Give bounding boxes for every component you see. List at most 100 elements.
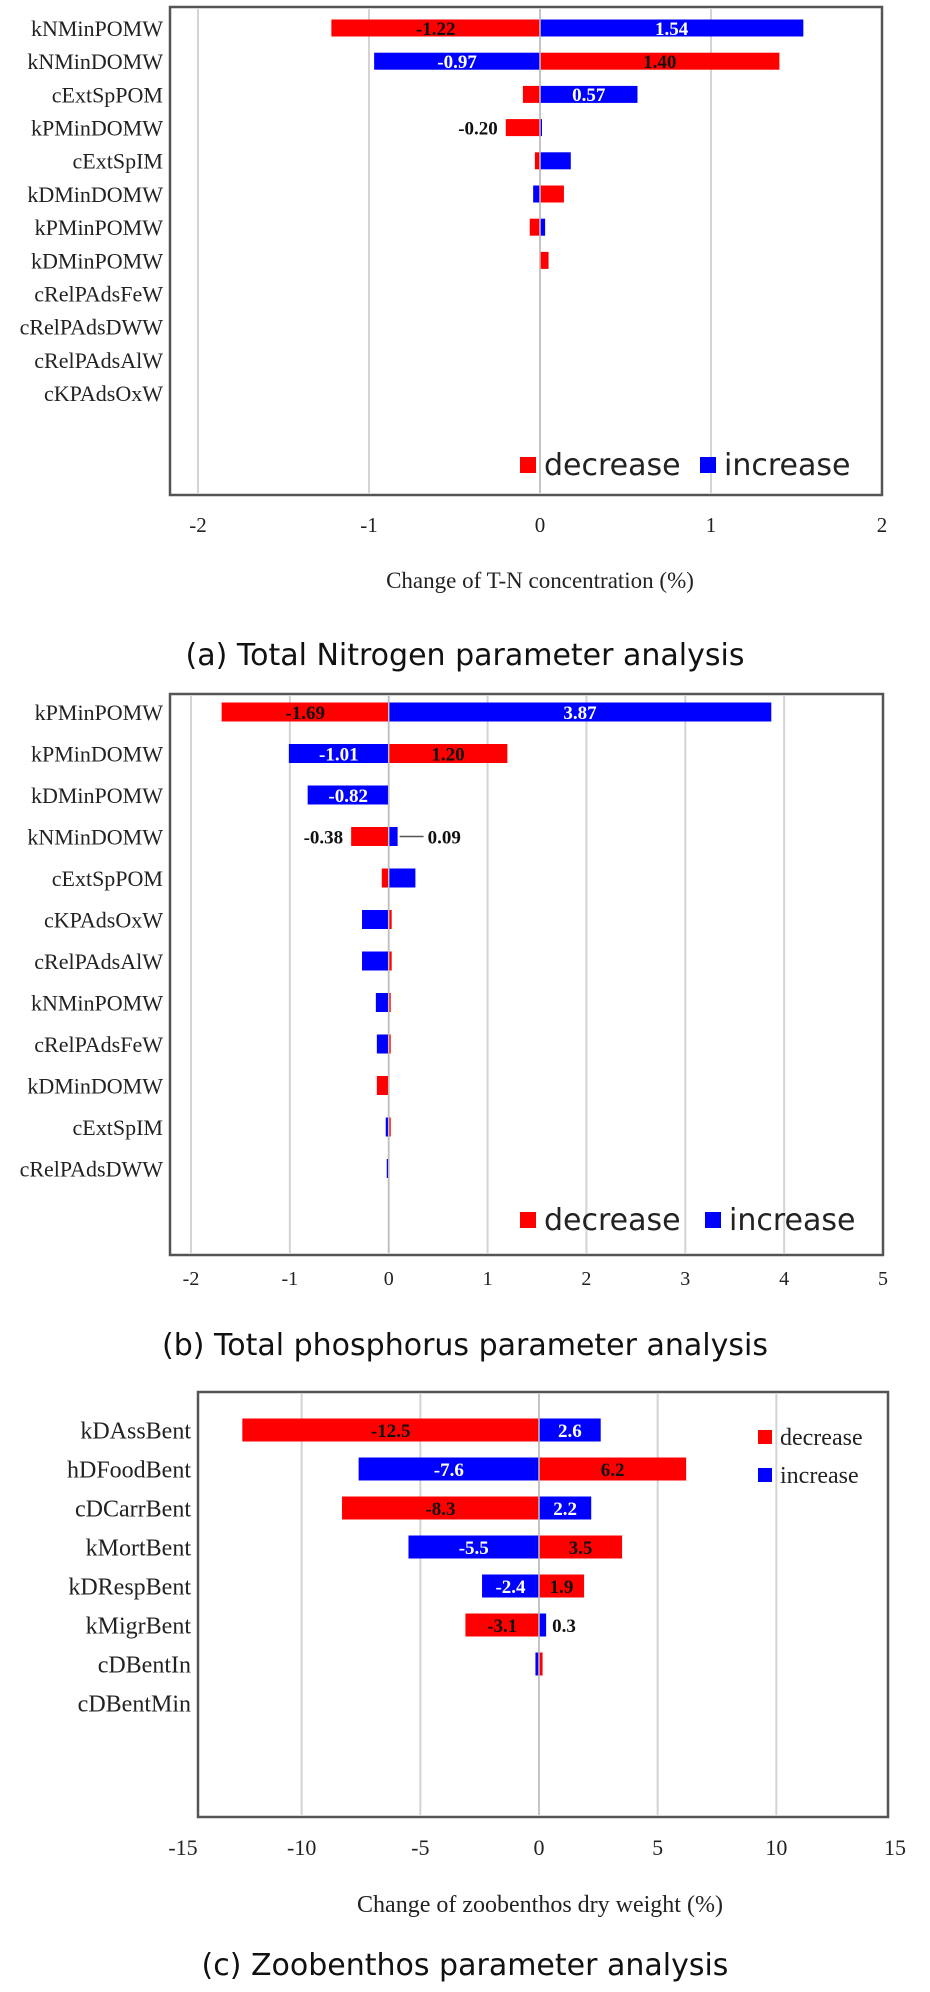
category-label-cdcarrbent: cDCarrBent [75,1497,191,1523]
bar-increase-cextspim [540,152,571,170]
category-label-cextspim: cExtSpIM [73,149,163,174]
x-tick-label: -1 [360,513,378,537]
category-label-crelpadsdww: cRelPAdsDWW [20,1156,164,1181]
data-label: 1.9 [550,1577,574,1598]
x-tick-label: 0 [384,1268,394,1290]
data-label: 3.5 [569,1538,593,1559]
data-label: 6.2 [601,1460,625,1481]
legend-label-increase: increase [780,1463,859,1489]
x-tick-label: -5 [411,1835,429,1860]
category-label-kdminpomw: kDMinPOMW [31,248,163,273]
plot-frame [168,692,885,1257]
data-label: -0.97 [437,52,477,73]
x-tick-label: 0 [535,513,546,537]
data-label: -3.1 [487,1616,517,1637]
x-tick-label: 2 [877,513,888,537]
category-label-kdminpomw: kDMinPOMW [31,783,163,808]
category-label-hdfoodbent: hDFoodBent [67,1458,191,1484]
x-axis-label: Change of T-N concentration (%) [386,568,694,593]
category-label-cdbentin: cDBentIn [98,1653,191,1679]
legend-label-decrease: decrease [544,1203,681,1238]
caption-a: (a) Total Nitrogen parameter analysis [185,638,745,673]
bar-decrease-kmigrbent [465,1613,539,1637]
data-label: 1.20 [431,744,464,765]
category-label-kpmindomw: kPMinDOMW [31,741,163,766]
bar-increase-kdmindomw [533,185,540,203]
bar-decrease-cdcarrbent [342,1496,539,1520]
chart-total-nitrogen: -2 -1 0 1 2 kNMinPOMW kNMinDOMW cExtSpPOM kPMinD… [20,5,888,593]
category-label-cextspim: cExtSpIM [73,1115,163,1140]
bar-decrease-cextspim [388,1117,391,1137]
bar-increase-crelpadsdww [386,1159,389,1178]
x-tick-label: 1 [706,513,717,537]
category-label-cdbentmin: cDBentMin [78,1692,191,1718]
bar-decrease-kdassbent [242,1418,540,1442]
x-tick-label: -15 [168,1835,197,1860]
bar-decrease-kpmindomw [388,744,508,763]
legend-swatch-decrease [758,1430,772,1444]
bar-increase-cextsppom [540,85,638,103]
bar-increase-kdminpomw [307,785,389,805]
category-label-kmortbent: kMortBent [86,1536,192,1562]
bar-increase-kpminpomw [388,702,772,722]
x-tick-label: 10 [765,1835,787,1860]
chart-zoobenthos: -15 -10 -5 0 5 10 15 kDAssBent hDFoodBent cDCarrB… [67,1390,906,1918]
bar-decrease-kdmindomw [376,1076,389,1095]
bar-increase-kmortbent [408,1535,539,1559]
bar-increase-kpminpomw [540,218,546,236]
bar-decrease-kdminpomw [540,251,549,269]
bar-increase-cdcarrbent [539,1496,592,1520]
category-label-crelpadsalw: cRelPAdsAlW [34,949,163,974]
category-label-kdmindomw: kDMinDOMW [27,1073,163,1098]
x-tick-label: 5 [652,1835,663,1860]
bar-increase-hdfoodbent [358,1457,539,1481]
data-label: 0.57 [572,85,606,106]
x-tick-label: 2 [581,1268,591,1290]
bar-increase-crelpadsalw [362,951,389,971]
bar-increase-kpmindomw [288,744,389,763]
legend-label-increase: increase [724,448,850,483]
bar-increase-cdbentin [535,1652,539,1676]
data-label: 1.40 [643,52,676,73]
bar-increase-cextspim [385,1117,389,1137]
category-label-ckpadsoxw: cKPAdsOxW [44,907,163,932]
category-label-crelpadsfew: cRelPAdsFeW [34,1032,163,1057]
category-label-crelpadsdww: cRelPAdsDWW [20,315,164,340]
data-label: -5.5 [459,1538,489,1559]
bar-increase-knminpomw [540,19,804,37]
plot-frame [168,5,884,497]
bar-decrease-knmindomw [540,52,780,70]
caption-c: (c) Zoobenthos parameter analysis [201,1948,729,1983]
category-label-kpminpomw: kPMinPOMW [35,215,164,240]
bar-increase-kdassbent [539,1418,601,1442]
data-label: 2.2 [553,1499,577,1520]
data-label: -1.22 [416,19,456,40]
data-label: -0.20 [458,118,498,139]
bar-decrease-cdbentin [539,1652,543,1676]
data-label: -8.3 [425,1499,455,1520]
x-axis-label: Change of zoobenthos dry weight (%) [357,1892,723,1918]
bar-decrease-knminpomw [388,993,391,1012]
data-label: -1.01 [319,744,359,765]
bar-decrease-kpminpomw [221,702,389,722]
bar-increase-ckpadsoxw [362,910,389,929]
category-label-knminpomw: kNMinPOMW [31,990,163,1015]
bar-decrease-cextsppom [522,85,540,103]
category-label-ckpadsoxw: cKPAdsOxW [44,381,163,406]
bar-increase-cextsppom [388,868,416,888]
bar-decrease-cextspim [534,152,540,170]
bar-increase-knminpomw [375,993,389,1012]
x-tick-label: -2 [183,1268,200,1290]
legend-swatch-increase [758,1468,772,1482]
data-label: -2.4 [495,1577,526,1598]
data-label: 0.3 [552,1616,576,1637]
category-label-kdmindomw: kDMinDOMW [27,182,163,207]
bar-decrease-knminpomw [331,19,540,37]
bar-decrease-cextsppom [381,868,389,888]
category-label-cextsppom: cExtSpPOM [52,866,163,891]
legend-label-decrease: decrease [780,1425,863,1451]
data-label: -12.5 [371,1421,411,1442]
bar-decrease-kdrespbent [539,1574,585,1598]
data-label: 3.87 [563,703,597,724]
category-label-kmigrbent: kMigrBent [86,1614,192,1640]
